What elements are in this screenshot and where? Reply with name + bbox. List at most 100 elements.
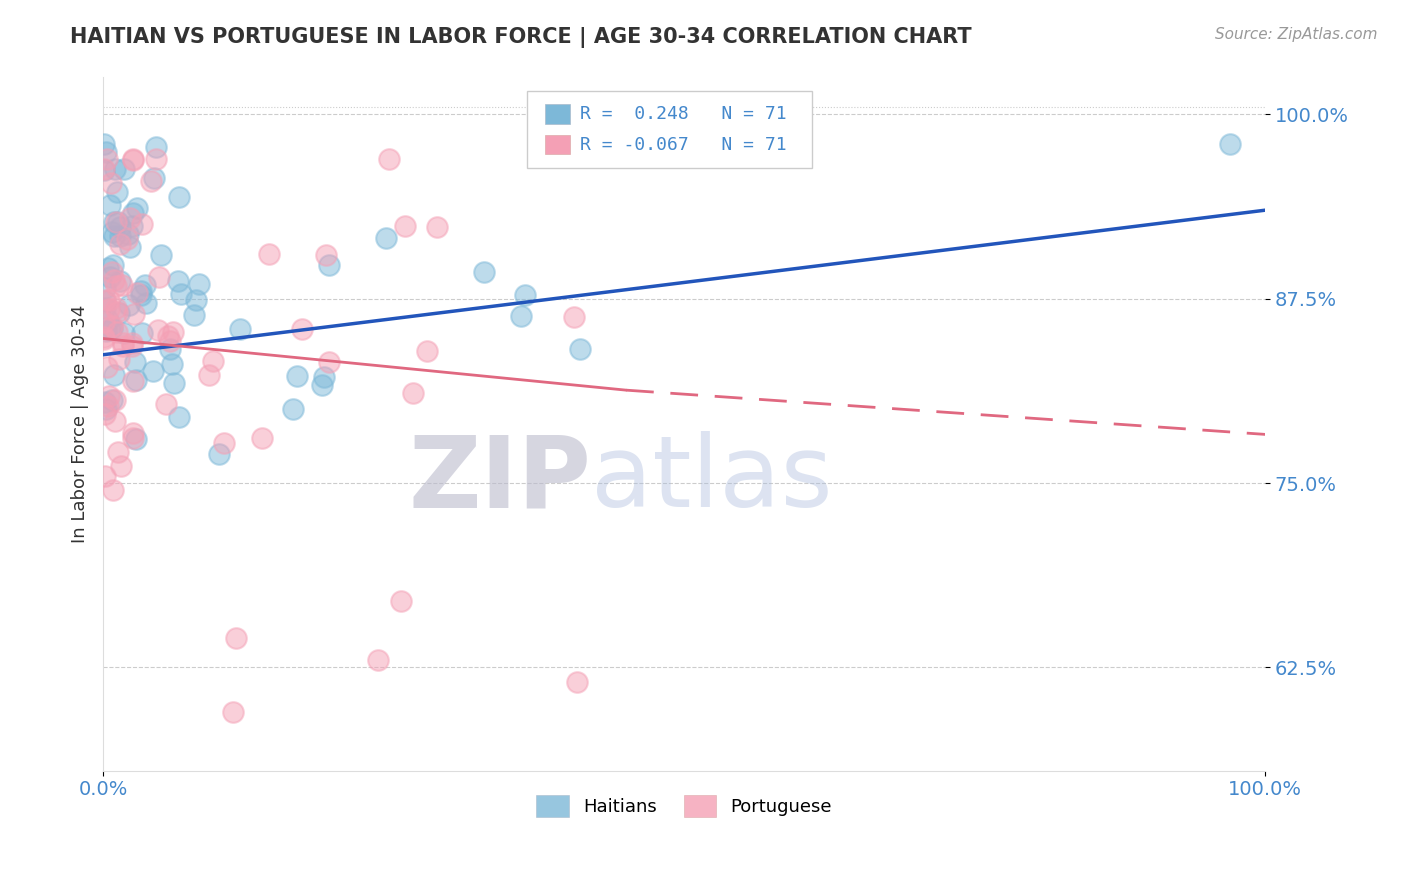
Point [121, 219, 143, 233]
Point [107, 445, 129, 459]
Point [94, 301, 117, 315]
Point [184, 293, 207, 307]
Point [375, 231, 398, 245]
Point [159, 342, 181, 356]
Point [105, 326, 128, 340]
Point [155, 397, 177, 411]
Point [98, 323, 121, 337]
Point [291, 322, 314, 336]
Point [97, 260, 120, 275]
Point [565, 675, 588, 690]
Point [318, 355, 340, 369]
Point [108, 274, 131, 288]
Text: ZIP: ZIP [408, 431, 591, 528]
Point [93, 163, 115, 178]
Point [96, 360, 118, 375]
Point [111, 277, 134, 292]
Point [188, 277, 211, 291]
Point [97, 389, 120, 403]
Point [100, 177, 122, 191]
Point [122, 152, 145, 166]
Point [212, 435, 235, 450]
Y-axis label: In Labor Force | Age 30-34: In Labor Force | Age 30-34 [72, 305, 89, 543]
Point [93, 294, 115, 309]
Point [105, 185, 128, 199]
Point [250, 431, 273, 445]
Point [426, 219, 449, 234]
Point [145, 152, 167, 166]
Point [416, 344, 439, 359]
Point [121, 336, 143, 351]
Point [160, 357, 183, 371]
Point [312, 369, 335, 384]
Point [93, 332, 115, 346]
Point [112, 339, 135, 353]
Point [394, 219, 416, 233]
Point [389, 594, 412, 608]
Point [94, 281, 117, 295]
Point [103, 229, 125, 244]
Point [104, 161, 127, 176]
Point [134, 278, 156, 293]
Point [148, 269, 170, 284]
FancyBboxPatch shape [544, 104, 571, 124]
Point [101, 321, 124, 335]
Point [367, 653, 389, 667]
Text: HAITIAN VS PORTUGUESE IN LABOR FORCE | AGE 30-34 CORRELATION CHART: HAITIAN VS PORTUGUESE IN LABOR FORCE | A… [70, 27, 972, 48]
Point [402, 386, 425, 401]
Point [207, 446, 229, 460]
FancyBboxPatch shape [544, 135, 571, 154]
Point [124, 355, 146, 369]
Point [94, 402, 117, 417]
Point [131, 217, 153, 231]
Point [145, 140, 167, 154]
Point [562, 310, 585, 325]
Text: atlas: atlas [591, 431, 832, 528]
Point [283, 402, 305, 417]
Point [107, 215, 129, 229]
Point [105, 305, 128, 319]
Point [125, 432, 148, 446]
Point [228, 322, 250, 336]
Point [122, 206, 145, 220]
Point [108, 229, 131, 244]
Text: R =  0.248   N = 71: R = 0.248 N = 71 [579, 105, 786, 123]
Point [94, 324, 117, 338]
Point [94, 395, 117, 409]
Text: R = -0.067   N = 71: R = -0.067 N = 71 [579, 136, 786, 153]
Point [101, 483, 124, 497]
Point [141, 174, 163, 188]
Point [131, 326, 153, 340]
Point [222, 705, 245, 719]
Point [112, 326, 135, 341]
Point [98, 198, 121, 212]
Point [183, 308, 205, 322]
Point [122, 307, 145, 321]
Point [159, 334, 181, 349]
Point [104, 215, 127, 229]
Point [96, 152, 118, 166]
Point [122, 425, 145, 440]
Point [97, 302, 120, 317]
Point [515, 288, 537, 302]
Point [97, 399, 120, 413]
Point [110, 458, 132, 473]
Point [115, 232, 138, 246]
Point [105, 301, 128, 315]
Point [198, 368, 221, 382]
Point [157, 329, 180, 343]
Point [104, 392, 127, 407]
Point [202, 353, 225, 368]
Point [114, 161, 136, 176]
Point [117, 227, 139, 242]
Point [169, 409, 191, 424]
Point [122, 153, 145, 167]
Point [93, 315, 115, 329]
Point [103, 258, 125, 272]
Point [568, 342, 591, 356]
Point [93, 293, 115, 307]
Point [143, 171, 166, 186]
Point [103, 215, 125, 229]
Point [150, 248, 173, 262]
Point [377, 152, 399, 166]
